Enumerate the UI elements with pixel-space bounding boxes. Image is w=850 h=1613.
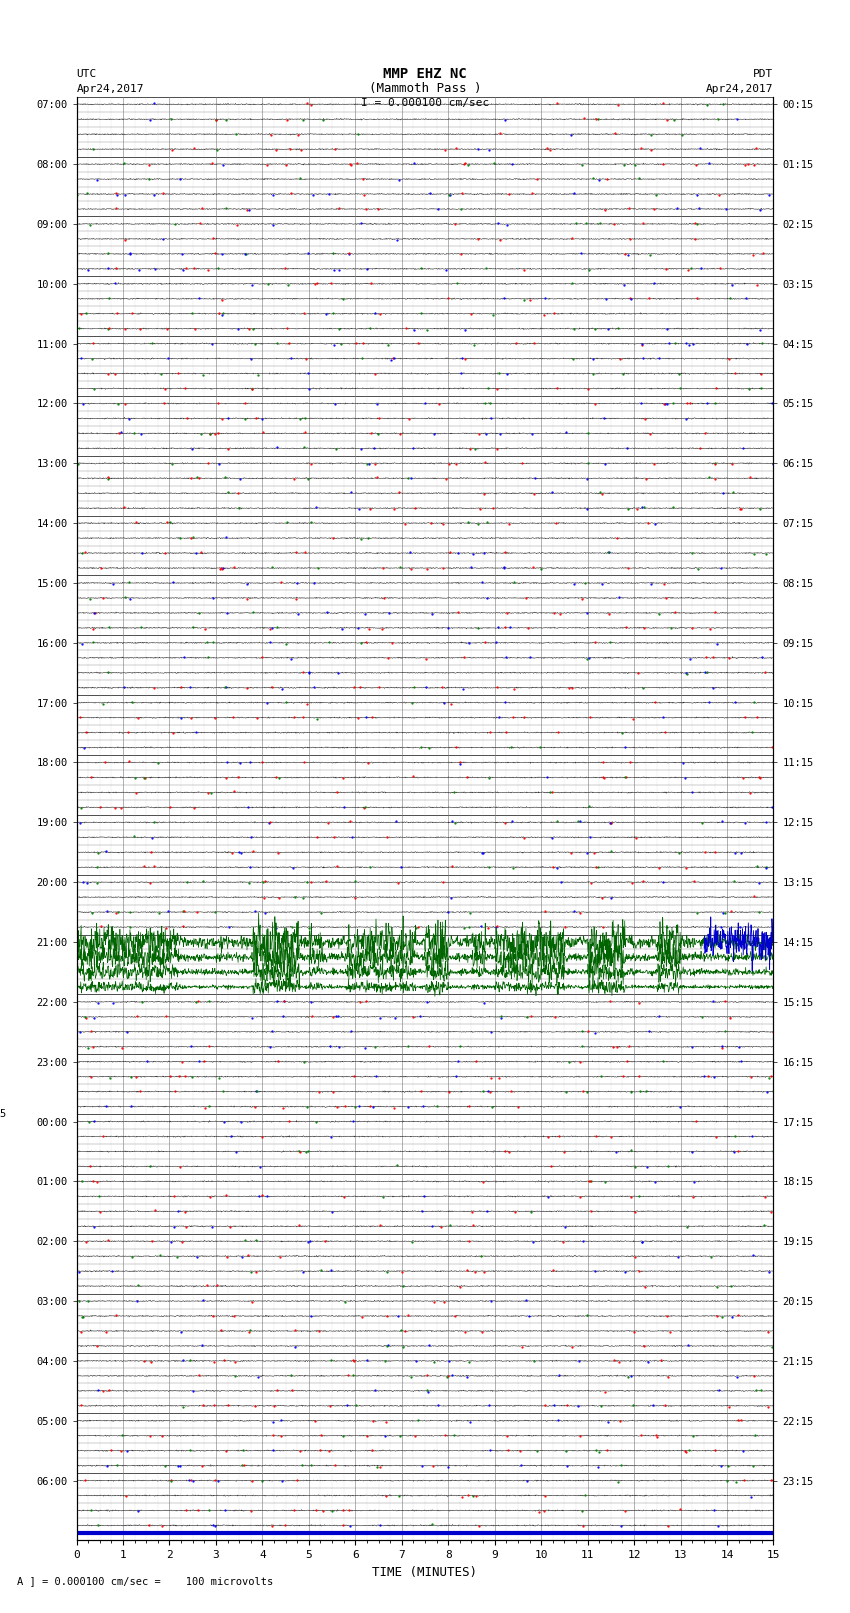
Text: UTC: UTC bbox=[76, 69, 97, 79]
X-axis label: TIME (MINUTES): TIME (MINUTES) bbox=[372, 1566, 478, 1579]
Text: Apr25: Apr25 bbox=[0, 1110, 7, 1119]
Text: MMP EHZ NC: MMP EHZ NC bbox=[383, 68, 467, 81]
Text: Apr24,2017: Apr24,2017 bbox=[706, 84, 774, 94]
Text: Apr24,2017: Apr24,2017 bbox=[76, 84, 144, 94]
Text: A ] = 0.000100 cm/sec =    100 microvolts: A ] = 0.000100 cm/sec = 100 microvolts bbox=[17, 1576, 273, 1586]
Text: PDT: PDT bbox=[753, 69, 774, 79]
Text: I = 0.000100 cm/sec: I = 0.000100 cm/sec bbox=[361, 98, 489, 108]
Text: (Mammoth Pass ): (Mammoth Pass ) bbox=[369, 82, 481, 95]
